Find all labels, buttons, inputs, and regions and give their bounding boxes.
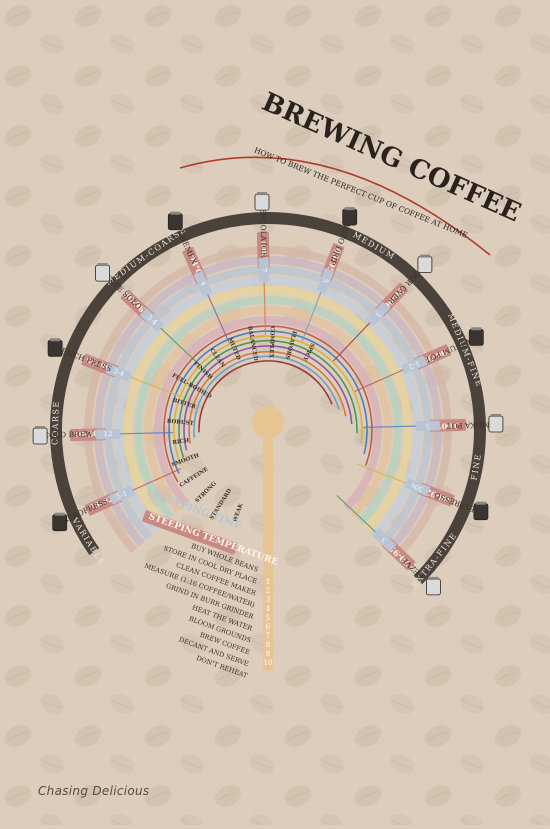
time-block (415, 420, 441, 432)
legend-temp-swatch (141, 509, 239, 555)
time-value: 3-4 (112, 367, 126, 379)
flavor-line (193, 355, 340, 438)
flavor-word: ROBUST (167, 419, 195, 427)
temperature-value: 10-30° (73, 428, 103, 439)
time-block (316, 267, 334, 294)
time-block (95, 428, 121, 440)
time-block (193, 271, 213, 297)
time-block (105, 364, 132, 382)
brewer-icon (167, 211, 183, 231)
time-value: 3 (380, 536, 389, 545)
brewer-icon (425, 576, 441, 596)
step-number: 7 (266, 632, 270, 640)
method-name: PERCOLATOR (258, 203, 268, 258)
time-value: 5-1 (115, 489, 129, 501)
flavor-word: RICH (172, 438, 189, 446)
flavor-line (163, 325, 373, 483)
time-value: 3 (374, 310, 383, 319)
flavor-word: COMPLEX (268, 326, 275, 359)
method-name: COLD BREW (43, 430, 93, 440)
time-block (404, 478, 431, 496)
credit: Chasing Delicious (38, 784, 150, 798)
flavor-line (198, 360, 333, 433)
brewer-icon (47, 338, 63, 357)
step-number: 9 (266, 650, 270, 658)
flavor-line (168, 330, 368, 474)
spoon-bowl (252, 406, 284, 438)
step-number: 4 (266, 605, 271, 613)
flavor-line (173, 335, 363, 466)
flavor-band (124, 286, 412, 532)
time-value: 4 (198, 280, 207, 288)
grind-ring (49, 212, 486, 585)
time-block (109, 485, 135, 505)
step-number: 10 (264, 659, 273, 667)
title-underline (179, 156, 491, 256)
brewer-icon (417, 254, 433, 274)
brewer-icon (32, 426, 48, 445)
time-block (372, 528, 396, 552)
flavor-band (133, 296, 402, 525)
brewer-icon (52, 512, 68, 532)
time-block (366, 302, 390, 326)
flavor-line (178, 340, 358, 458)
brewer-icon (488, 414, 504, 433)
brewer-icon (473, 501, 489, 521)
brewer-icon (95, 263, 110, 282)
spoon-handle (263, 436, 273, 671)
time-block (140, 308, 164, 332)
step-number: 3 (266, 596, 270, 604)
flavor-band (144, 306, 392, 518)
temperature-value: 100° (259, 240, 270, 261)
time-value: 5 (321, 277, 330, 284)
brewer-icon (254, 192, 270, 211)
flavor-line (188, 350, 347, 444)
step-number: 5 (266, 614, 270, 622)
grind-label: COARSE (50, 400, 61, 445)
time-value: 1-2 (407, 359, 421, 371)
step-number: 6 (266, 623, 271, 631)
time-block (258, 257, 270, 283)
time-value: 5 (426, 422, 431, 430)
step-number: 8 (266, 641, 270, 649)
time-block (401, 355, 427, 375)
flavor-line (183, 345, 353, 451)
brewer-icon (468, 327, 484, 346)
flavor-band (154, 316, 383, 511)
time-value: 12 (104, 430, 113, 438)
temperature-value: 100° (437, 421, 458, 432)
time-value: 7 (260, 268, 268, 273)
method-name: MOKA POT (446, 420, 489, 430)
step-number: 1 (266, 578, 270, 586)
step-number: 2 (266, 587, 270, 595)
brewer-icon (342, 207, 358, 226)
